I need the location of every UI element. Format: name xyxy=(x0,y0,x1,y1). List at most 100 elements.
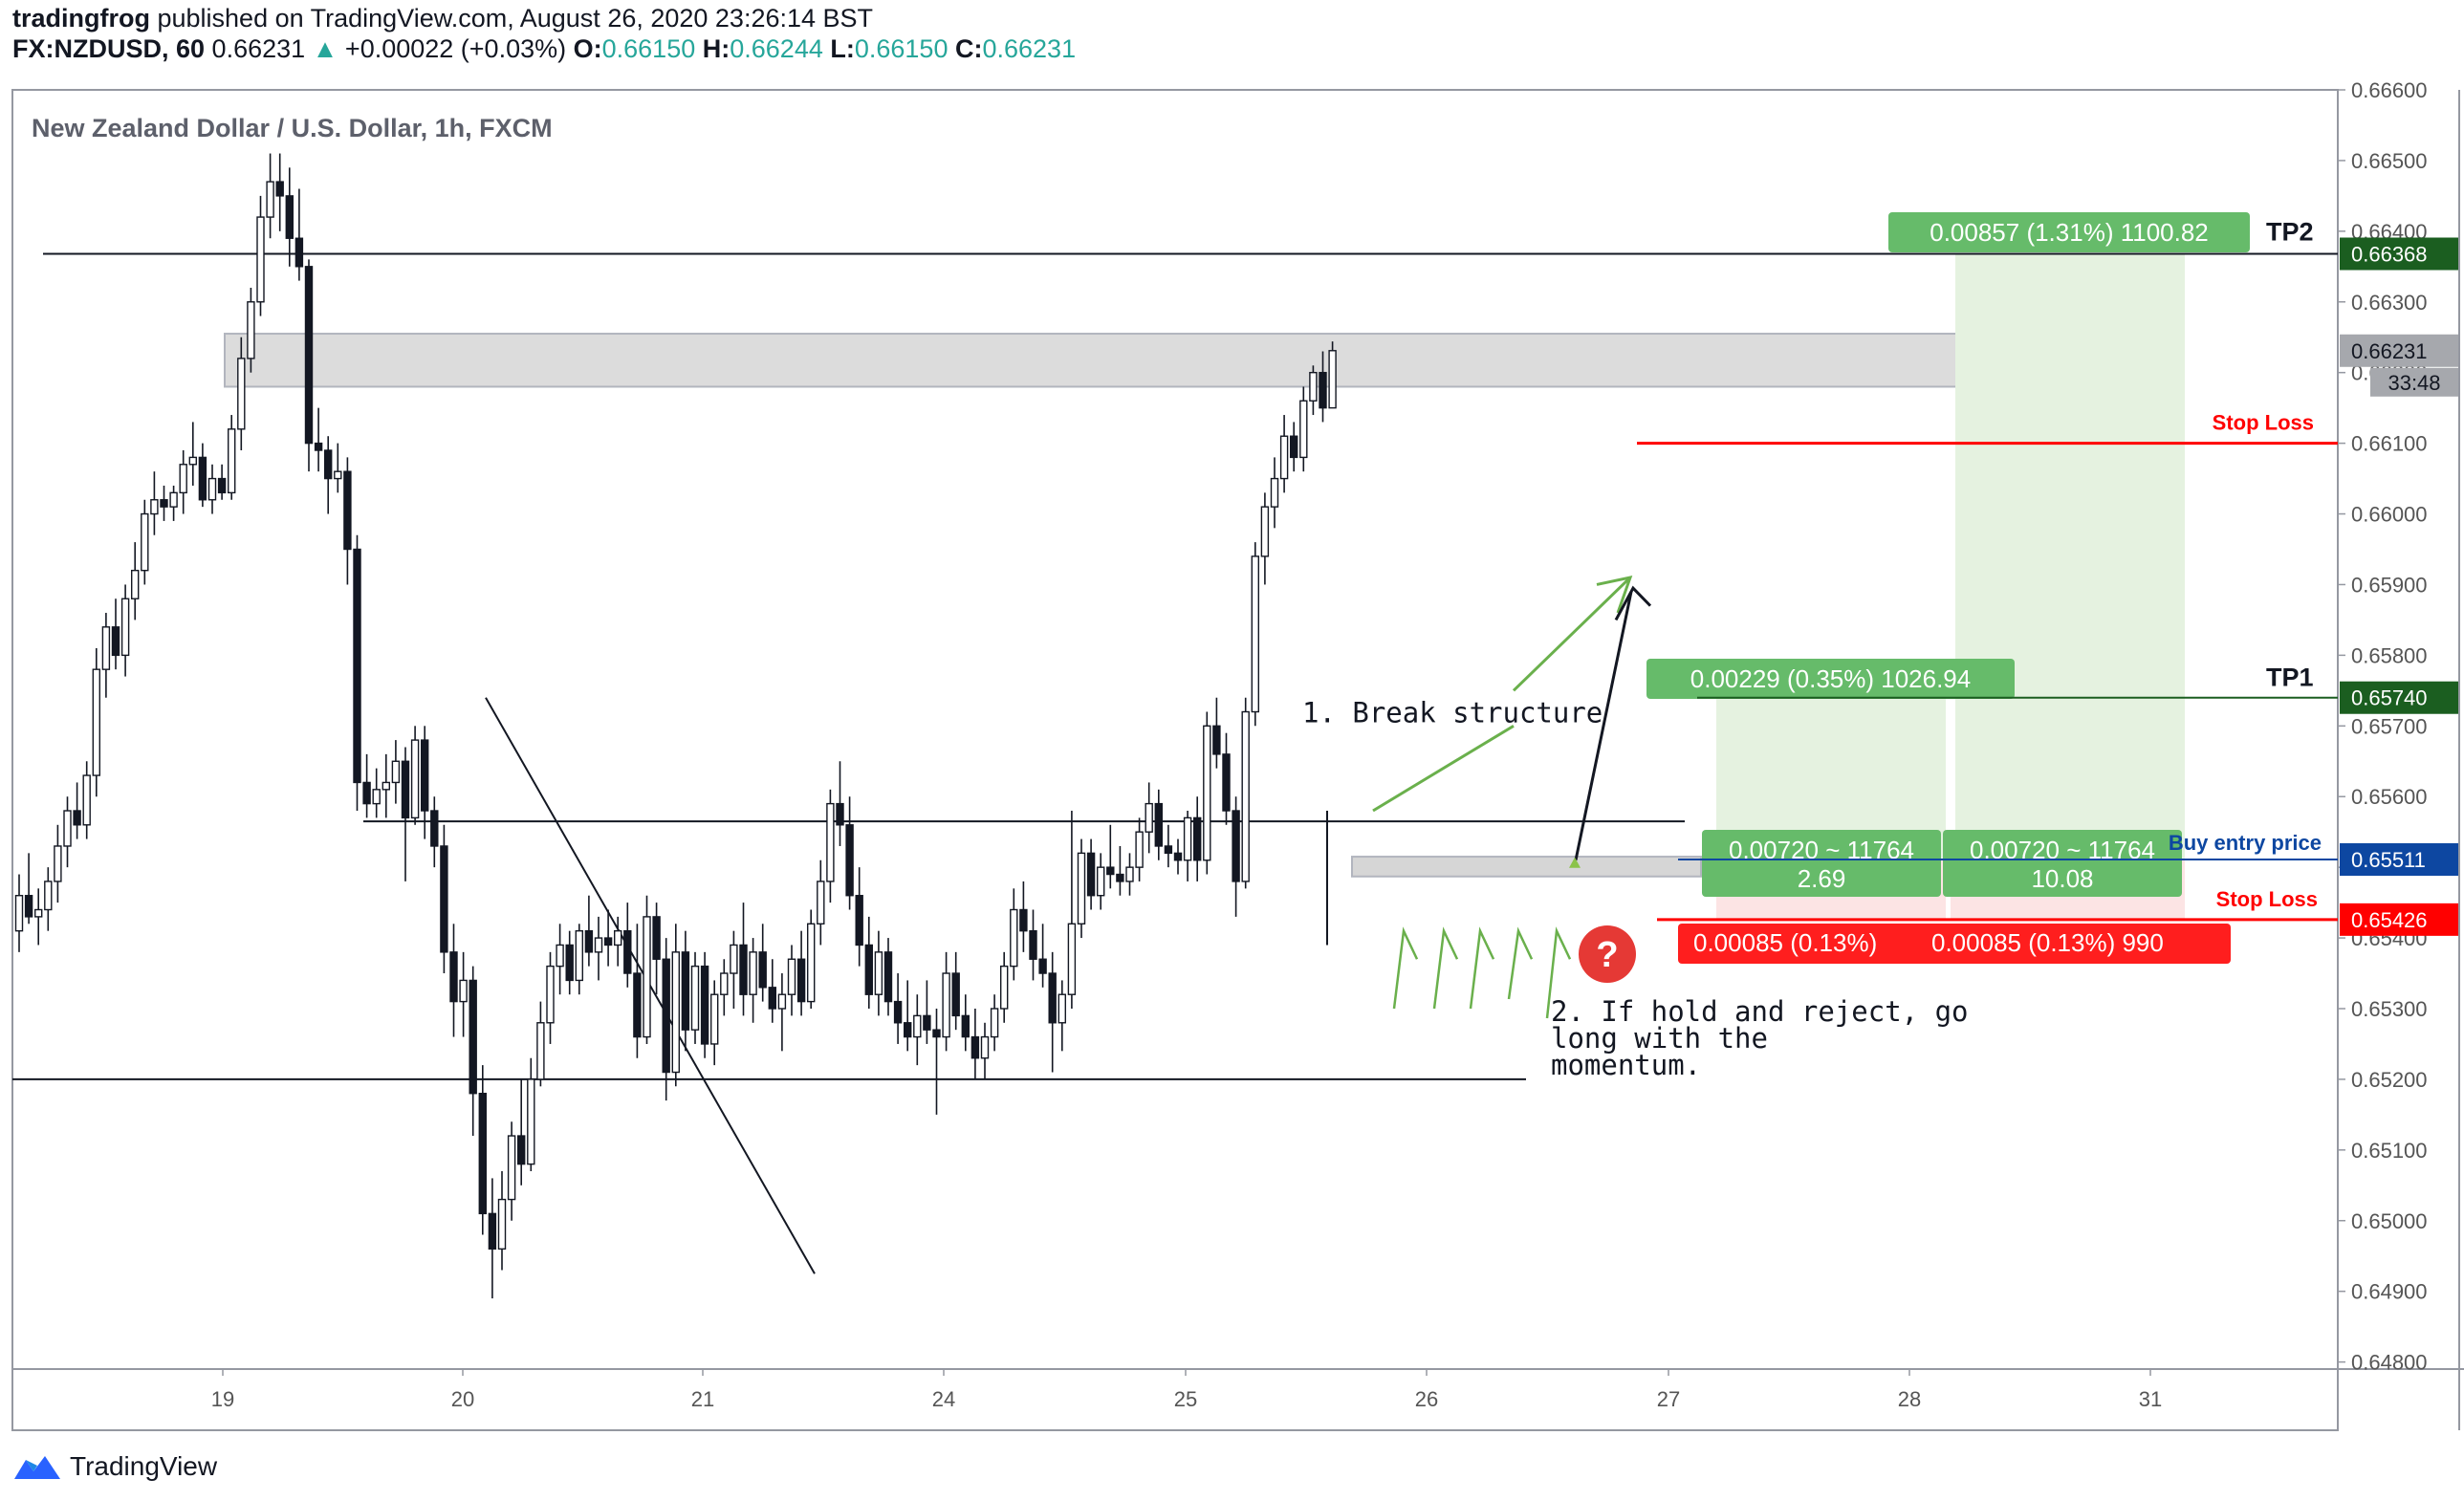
candle[interactable] xyxy=(63,796,72,868)
question-icon[interactable]: ? xyxy=(1579,925,1636,983)
candle[interactable] xyxy=(864,916,873,1009)
channel-line-lower[interactable] xyxy=(1372,725,1515,813)
candle[interactable] xyxy=(1328,341,1337,409)
candle[interactable] xyxy=(430,796,439,868)
tradingview-logo[interactable]: TradingView xyxy=(12,1446,217,1488)
candle[interactable] xyxy=(382,753,390,818)
candle[interactable] xyxy=(198,443,207,508)
candle[interactable] xyxy=(343,457,352,585)
candle[interactable] xyxy=(1019,881,1028,952)
candle[interactable] xyxy=(1067,811,1077,1009)
candle[interactable] xyxy=(237,337,246,451)
candle[interactable] xyxy=(217,464,227,500)
candle[interactable] xyxy=(1038,924,1047,988)
candle[interactable] xyxy=(749,938,757,1023)
candle[interactable] xyxy=(730,930,738,1009)
candle[interactable] xyxy=(1173,838,1183,875)
candle[interactable] xyxy=(836,761,844,846)
candle[interactable] xyxy=(527,1057,535,1172)
candle[interactable] xyxy=(440,824,448,974)
channel-line-upper[interactable] xyxy=(1512,576,1632,692)
candle[interactable] xyxy=(1251,542,1260,727)
candle[interactable] xyxy=(575,924,583,995)
tp2-price-badge[interactable]: 0.66368 xyxy=(2340,237,2458,271)
candle[interactable] xyxy=(517,1078,526,1186)
candle[interactable] xyxy=(904,980,912,1052)
candle[interactable] xyxy=(787,945,796,1016)
stop-price-badge[interactable]: 0.65426 xyxy=(2340,903,2458,936)
candle[interactable] xyxy=(980,1022,990,1079)
candle[interactable] xyxy=(777,973,787,1052)
candle[interactable] xyxy=(207,464,217,514)
candle[interactable] xyxy=(14,874,24,952)
momentum-arrow[interactable] xyxy=(1574,591,1633,861)
candle[interactable] xyxy=(1048,951,1057,1073)
candle[interactable] xyxy=(603,909,613,967)
candle[interactable] xyxy=(1145,782,1153,854)
candle[interactable] xyxy=(1077,838,1086,939)
candle[interactable] xyxy=(266,153,274,239)
candle[interactable] xyxy=(1279,415,1289,493)
candle[interactable] xyxy=(275,153,284,231)
candle[interactable] xyxy=(227,415,236,500)
candle[interactable] xyxy=(893,973,903,1044)
candle[interactable] xyxy=(633,924,642,1058)
candle[interactable] xyxy=(247,287,255,373)
candle[interactable] xyxy=(449,924,458,1037)
candle[interactable] xyxy=(990,994,999,1052)
candle[interactable] xyxy=(796,930,806,1016)
candle[interactable] xyxy=(488,1178,497,1299)
candle[interactable] xyxy=(1309,365,1318,416)
author-name[interactable]: tradingfrog xyxy=(12,4,150,33)
candle[interactable] xyxy=(999,951,1009,1023)
candle[interactable] xyxy=(478,1065,487,1235)
last-price-badge[interactable]: 0.66231 xyxy=(2340,334,2458,367)
candle[interactable] xyxy=(169,485,178,521)
entry-price-badge[interactable]: 0.65511 xyxy=(2340,843,2458,877)
candle[interactable] xyxy=(150,471,159,535)
candle[interactable] xyxy=(807,909,816,1009)
candle[interactable] xyxy=(662,938,670,1101)
candle[interactable] xyxy=(1289,422,1298,472)
candle[interactable] xyxy=(54,824,62,903)
candle[interactable] xyxy=(556,924,564,995)
candle[interactable] xyxy=(961,994,970,1052)
candle[interactable] xyxy=(421,726,429,839)
candle[interactable] xyxy=(1299,386,1308,472)
candle[interactable] xyxy=(1029,909,1037,981)
candle[interactable] xyxy=(690,951,700,1044)
candle[interactable] xyxy=(614,916,622,967)
candle[interactable] xyxy=(1212,697,1221,769)
candle[interactable] xyxy=(1183,811,1192,881)
candle[interactable] xyxy=(1096,853,1105,910)
tp1-target-label[interactable]: 0.00229 (0.35%) 1026.94 xyxy=(1646,659,2015,699)
candle[interactable] xyxy=(24,853,33,925)
candle[interactable] xyxy=(652,903,661,995)
candle[interactable] xyxy=(1164,824,1173,868)
long-position-tp2-area[interactable] xyxy=(1955,253,2185,860)
candle[interactable] xyxy=(1086,838,1096,910)
candle[interactable] xyxy=(82,761,91,839)
candle[interactable] xyxy=(594,916,603,981)
tp2-target-label[interactable]: 0.00857 (1.31%) 1100.82 xyxy=(1888,212,2250,252)
candle[interactable] xyxy=(1270,457,1279,529)
candle[interactable] xyxy=(1058,980,1067,1052)
candle[interactable] xyxy=(817,859,825,946)
support-zone[interactable] xyxy=(1351,856,1702,878)
candle[interactable] xyxy=(188,422,198,486)
candle[interactable] xyxy=(334,443,342,493)
candle[interactable] xyxy=(584,895,594,967)
candle[interactable] xyxy=(73,782,81,839)
candle[interactable] xyxy=(758,924,767,1002)
candle[interactable] xyxy=(1232,796,1240,917)
candle[interactable] xyxy=(1154,789,1164,860)
candle[interactable] xyxy=(459,951,468,1037)
candle[interactable] xyxy=(401,747,410,881)
candle[interactable] xyxy=(942,951,950,1052)
tp1-price-badge[interactable]: 0.65740 xyxy=(2340,681,2458,714)
candle[interactable] xyxy=(304,259,314,472)
candle[interactable] xyxy=(874,930,883,1016)
candle[interactable] xyxy=(1222,732,1231,825)
